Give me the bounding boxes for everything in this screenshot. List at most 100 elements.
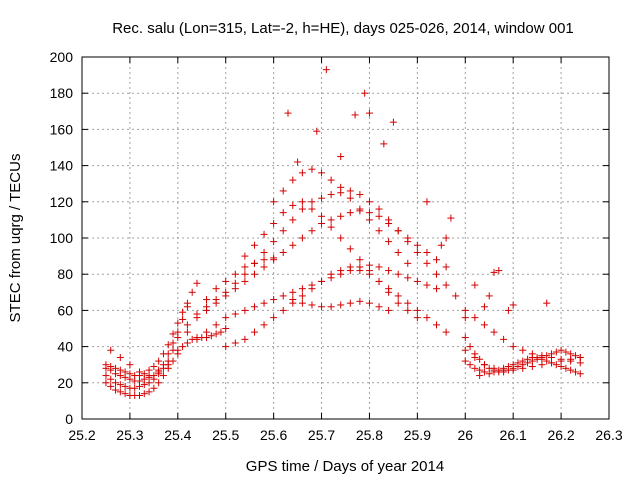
data-point [571,352,579,360]
data-point [179,315,187,323]
y-tick-label: 60 [57,302,73,318]
data-point [346,187,354,195]
data-point [404,259,412,267]
data-point [471,353,479,361]
data-point [385,306,393,314]
data-point [308,227,316,235]
data-point [461,306,469,314]
data-point [179,343,187,351]
data-point [159,372,167,380]
chart-title: Rec. salu (Lon=315, Lat=-2, h=HE), days … [112,20,574,37]
data-point [557,346,565,354]
data-point [365,216,373,224]
data-point [389,118,397,126]
y-tick-label: 20 [57,375,73,391]
data-point [250,270,258,278]
data-point [116,388,124,396]
data-point [562,348,570,356]
axis-ticks: 25.2 25.3 25.4 25.5 25.6 25.7 25.8 25.9 26 26.1 26… [50,49,623,443]
data-point [289,296,297,304]
data-point [394,270,402,278]
data-point [385,238,393,246]
data-point [404,299,412,307]
data-point [433,321,441,329]
data-point [480,368,488,376]
data-point [504,306,512,314]
data-point [337,212,345,220]
y-tick-label: 200 [50,49,74,65]
data-point [480,321,488,329]
data-point [241,306,249,314]
data-point [270,238,278,246]
data-point [318,303,326,311]
data-point [528,350,536,358]
data-point [318,169,326,177]
y-tick-label: 80 [57,266,73,282]
data-point [188,288,196,296]
data-point [131,384,139,392]
data-point [159,350,167,358]
data-point [413,314,421,322]
data-point [222,288,230,296]
data-point [116,353,124,361]
data-point [433,285,441,293]
x-tick-label: 26.2 [547,427,574,443]
y-tick-label: 180 [50,85,74,101]
data-point [519,357,527,365]
data-point [423,248,431,256]
data-point [289,288,297,296]
data-point [356,267,364,275]
data-point [279,209,287,217]
data-point [308,205,316,213]
data-point [538,361,546,369]
data-point [241,263,249,271]
data-point [404,274,412,282]
data-point [102,372,110,380]
data-point [298,285,306,293]
data-point [260,230,268,238]
x-tick-label: 25.6 [260,427,287,443]
data-point [289,241,297,249]
data-point [107,346,115,354]
data-point [476,372,484,380]
data-point [519,346,527,354]
data-point [423,281,431,289]
data-point [514,359,522,367]
data-point [433,270,441,278]
data-point [298,299,306,307]
data-point [533,353,541,361]
data-point [375,277,383,285]
data-point [179,308,187,316]
data-point [327,223,335,231]
data-point [404,238,412,246]
data-point [155,357,163,365]
x-axis-label: GPS time / Days of year 2014 [246,458,444,475]
data-point [308,165,316,173]
data-point [102,379,110,387]
data-point [571,368,579,376]
data-point [346,209,354,217]
data-point [145,372,153,380]
data-point [471,281,479,289]
data-point [490,364,498,372]
data-point [365,198,373,206]
data-point [413,241,421,249]
data-point [337,234,345,242]
x-tick-label: 25.5 [212,427,239,443]
data-point [126,370,134,378]
data-point [169,330,177,338]
data-point [385,288,393,296]
data-point [337,183,345,191]
data-point [121,368,129,376]
data-point [476,355,484,363]
data-point [217,328,225,336]
y-axis-label: STEC from uqrg / TECUs [7,154,24,323]
data-point [519,364,527,372]
data-point [543,357,551,365]
data-point [356,205,364,213]
y-tick-label: 140 [50,158,74,174]
data-point [337,267,345,275]
data-point [294,158,302,166]
x-tick-label: 26.1 [500,427,527,443]
data-point [461,346,469,354]
